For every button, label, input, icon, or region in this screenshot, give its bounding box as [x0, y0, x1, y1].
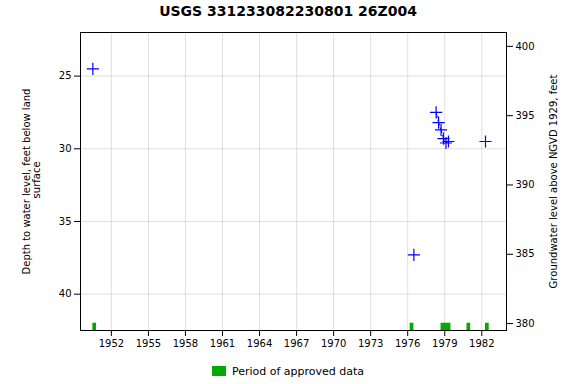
svg-text:1964: 1964 [247, 338, 272, 349]
html-text:USGS 331233082230801 26Z004: USGS 331233082230801 26Z004 [159, 3, 417, 19]
svg-text:Depth to water level, feet bel: Depth to water level, feet below land su… [21, 89, 42, 275]
svg-text:1958: 1958 [173, 338, 198, 349]
svg-text:1961: 1961 [210, 338, 235, 349]
html-text:Period of approved data: Period of approved data [231, 364, 365, 378]
svg-text:1982: 1982 [469, 338, 494, 349]
svg-text:1967: 1967 [284, 338, 309, 349]
svg-text:30: 30 [59, 143, 72, 154]
svg-text:25: 25 [59, 70, 72, 81]
svg-text:380: 380 [516, 318, 535, 329]
svg-text:Groundwater level above NGVD 1: Groundwater level above NGVD 1929, feet [548, 75, 559, 289]
svg-text:1973: 1973 [358, 338, 383, 349]
svg-text:1979: 1979 [432, 338, 457, 349]
svg-text:395: 395 [516, 110, 535, 121]
svg-text:35: 35 [59, 216, 72, 227]
svg-text:40: 40 [59, 288, 72, 299]
svg-text:390: 390 [516, 179, 535, 190]
svg-text:1970: 1970 [321, 338, 346, 349]
svg-text:385: 385 [516, 248, 535, 259]
svg-text:1976: 1976 [395, 338, 420, 349]
svg-text:1952: 1952 [99, 338, 124, 349]
svg-text:1955: 1955 [136, 338, 161, 349]
svg-text:400: 400 [516, 41, 535, 52]
